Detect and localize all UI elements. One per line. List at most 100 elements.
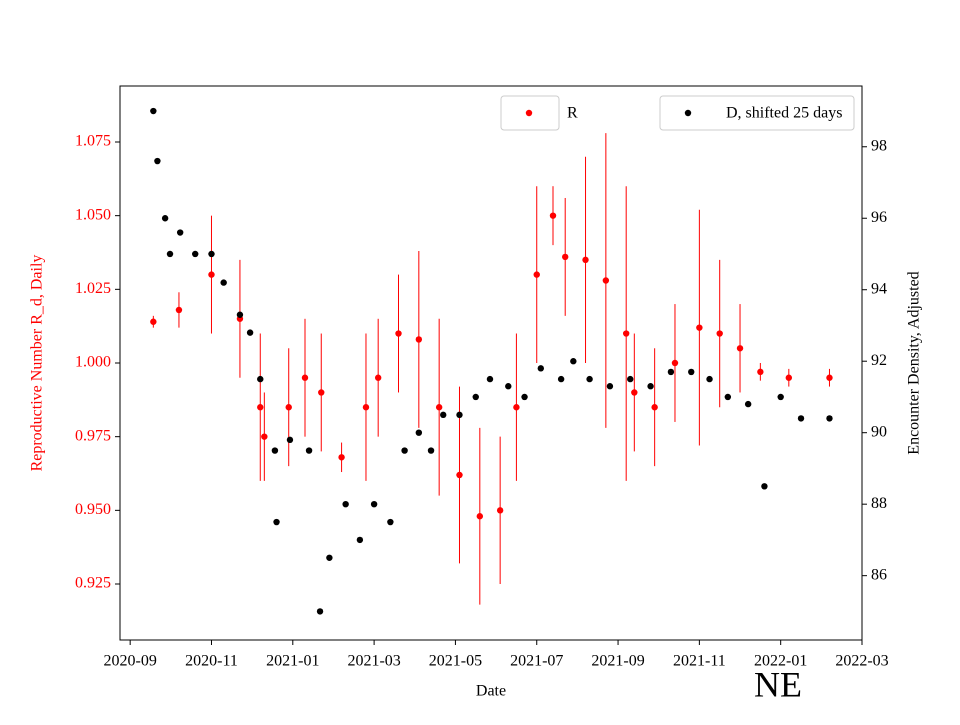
point <box>318 389 325 396</box>
x-tick-label: 2021-07 <box>510 653 563 670</box>
plot-frame <box>119 85 863 641</box>
point <box>724 393 732 401</box>
x-tick-label: 2022-01 <box>754 653 807 670</box>
x-tick-label: 2020-11 <box>185 653 238 670</box>
point <box>826 415 833 422</box>
point <box>301 374 309 381</box>
point <box>175 306 183 314</box>
x-axis-label: Date <box>476 683 506 700</box>
point <box>513 404 520 411</box>
point <box>427 447 435 454</box>
point <box>176 229 184 236</box>
point <box>647 383 654 390</box>
legend-label: D, shifted 25 days <box>726 105 842 122</box>
x-tick-label: 2022-03 <box>835 653 888 670</box>
x-tick-label: 2021-03 <box>347 653 400 670</box>
point <box>154 157 161 165</box>
point <box>236 311 244 318</box>
point <box>696 324 703 331</box>
point <box>271 447 279 454</box>
point <box>150 318 157 325</box>
point <box>150 107 157 115</box>
point <box>785 374 793 381</box>
point <box>582 256 589 264</box>
point <box>797 415 805 422</box>
point <box>261 433 268 440</box>
point <box>671 359 679 367</box>
point <box>220 279 227 286</box>
y2-axis-label: Encounter Density, Adjusted <box>906 271 923 454</box>
point <box>456 411 463 419</box>
point <box>326 554 333 561</box>
point <box>570 358 577 365</box>
point <box>631 389 638 396</box>
point <box>562 253 569 261</box>
legend-box <box>659 95 855 131</box>
point <box>505 383 512 390</box>
y2-tick-label: 92 <box>871 352 887 369</box>
point <box>496 507 504 514</box>
y2-tick-label: 98 <box>871 137 887 154</box>
point <box>395 330 402 337</box>
point <box>627 375 634 383</box>
x-tick-label: 2021-01 <box>266 653 319 670</box>
annotation: NE <box>754 664 802 704</box>
point <box>435 404 443 411</box>
legend-label: R <box>567 105 578 122</box>
legend-marker <box>525 109 533 117</box>
y2-tick-label: 88 <box>871 495 887 512</box>
point <box>192 250 199 258</box>
point <box>257 404 264 411</box>
point <box>387 518 394 526</box>
y-tick-label: 1.025 <box>75 280 111 297</box>
x-tick-label: 2021-09 <box>591 653 644 670</box>
point <box>688 368 695 376</box>
point <box>456 471 463 479</box>
point <box>777 393 784 401</box>
point <box>316 608 324 615</box>
point <box>472 393 479 401</box>
point <box>166 250 174 258</box>
point <box>549 212 557 219</box>
point <box>257 375 264 383</box>
point <box>476 513 484 520</box>
point <box>208 271 215 278</box>
y-tick-label: 1.075 <box>75 133 111 150</box>
y2-tick-label: 90 <box>871 423 887 440</box>
point <box>356 536 364 544</box>
point <box>521 393 528 401</box>
point <box>401 447 408 454</box>
point <box>374 374 382 381</box>
point <box>208 250 215 258</box>
point <box>161 215 169 222</box>
point <box>273 518 280 526</box>
y-axis-label: Reproductive Number R_d, Daily <box>29 255 46 472</box>
point <box>342 500 349 508</box>
point <box>622 330 630 337</box>
point <box>440 411 447 419</box>
point <box>761 483 768 490</box>
y2-tick-label: 86 <box>871 566 887 583</box>
point <box>537 365 545 372</box>
y-tick-label: 0.975 <box>75 427 111 444</box>
y-tick-label: 1.050 <box>75 206 111 223</box>
point <box>370 500 378 508</box>
y2-tick-label: 94 <box>871 280 887 297</box>
y-tick-label: 0.950 <box>75 501 111 518</box>
point <box>667 368 675 376</box>
point <box>415 429 423 436</box>
point <box>362 404 370 411</box>
point <box>486 375 494 383</box>
point <box>286 436 294 444</box>
point <box>757 368 764 376</box>
y-tick-label: 1.000 <box>75 354 111 371</box>
x-tick-label: 2020-09 <box>104 653 157 670</box>
point <box>415 336 423 343</box>
legend-marker <box>684 109 692 117</box>
x-tick-label: 2021-05 <box>429 653 482 670</box>
y2-tick-label: 96 <box>871 209 887 226</box>
point <box>716 330 723 337</box>
y-tick-label: 0.925 <box>75 575 111 592</box>
point <box>736 345 744 352</box>
